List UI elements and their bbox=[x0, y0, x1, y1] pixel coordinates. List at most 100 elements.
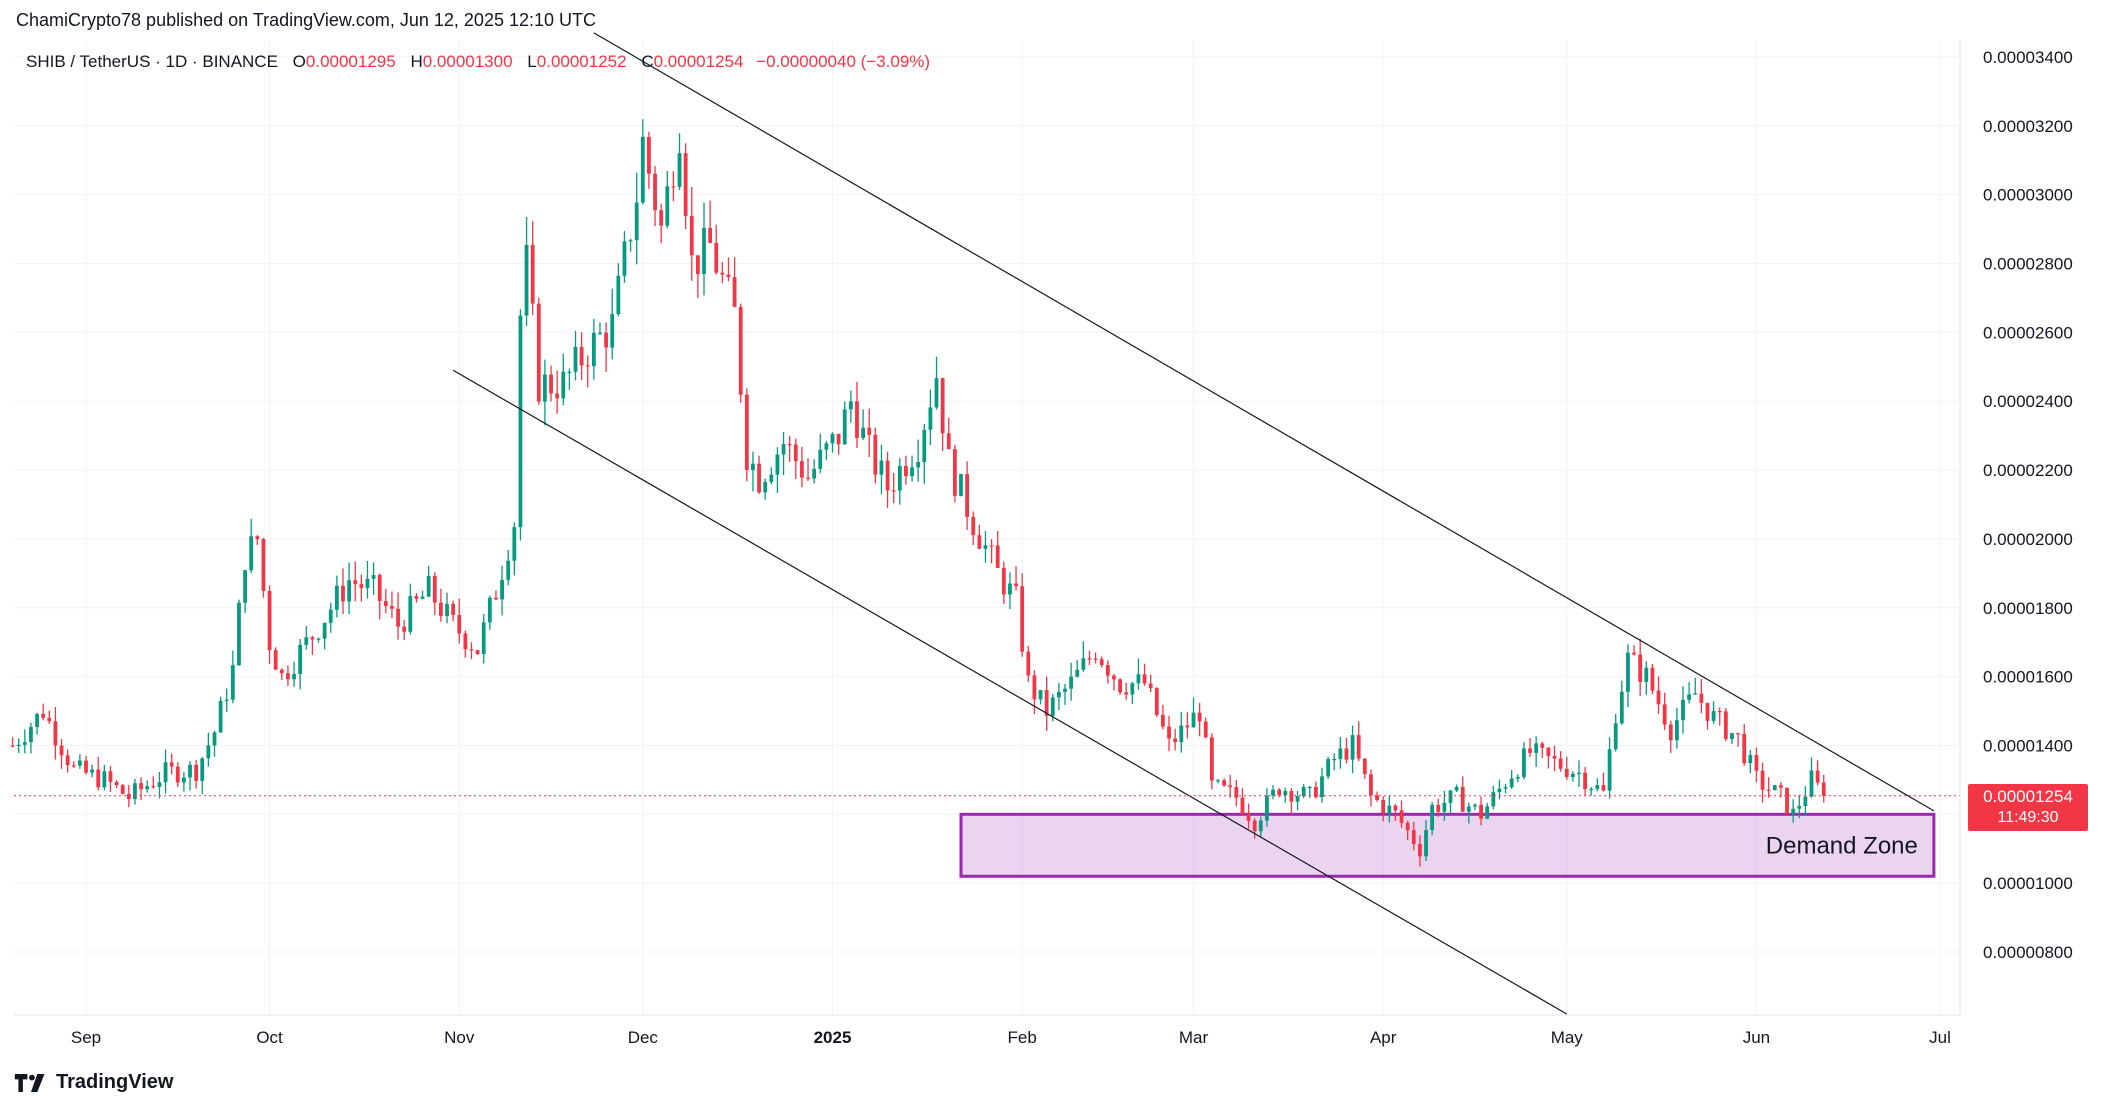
candle-body bbox=[1203, 721, 1208, 738]
candle-body bbox=[1803, 796, 1808, 807]
candle-body bbox=[1632, 652, 1636, 655]
candle-body bbox=[1454, 786, 1459, 791]
candle-body bbox=[77, 760, 82, 766]
candle-body bbox=[665, 186, 670, 226]
candle-body bbox=[1473, 804, 1477, 807]
candle-body bbox=[1418, 844, 1422, 857]
tradingview-brand[interactable]: TradingView bbox=[14, 1071, 173, 1094]
channel-lines bbox=[14, 32, 1960, 1015]
symbol-title[interactable]: SHIB / TetherUS · 1D · BINANCE bbox=[26, 52, 278, 71]
candle-body bbox=[420, 596, 425, 599]
candle-body bbox=[1271, 789, 1275, 796]
candle-body bbox=[1797, 806, 1802, 809]
candle-body bbox=[952, 449, 957, 496]
candle-body bbox=[1589, 788, 1594, 791]
candle-body bbox=[469, 649, 474, 651]
candle-body bbox=[683, 153, 688, 216]
candle-body bbox=[1375, 795, 1379, 800]
y-tick-label: 0.00001000 bbox=[1983, 874, 2073, 893]
candle-body bbox=[71, 765, 76, 767]
candle-body bbox=[1601, 785, 1606, 791]
candle-body bbox=[1460, 786, 1465, 812]
open-label: O bbox=[292, 52, 306, 71]
candle-body bbox=[1515, 777, 1520, 779]
candle-body bbox=[1099, 659, 1104, 666]
candle-body bbox=[1161, 714, 1165, 727]
brand-name: TradingView bbox=[56, 1071, 174, 1093]
candle-body bbox=[175, 766, 180, 783]
candle-body bbox=[1069, 676, 1074, 689]
candle-body bbox=[848, 401, 853, 410]
candle-body bbox=[1674, 720, 1679, 741]
candle-body bbox=[555, 393, 560, 399]
candle-body bbox=[1411, 830, 1416, 845]
candle-body bbox=[1265, 795, 1269, 821]
candle-body bbox=[1528, 748, 1532, 753]
candle-body bbox=[1289, 791, 1294, 802]
candle-body bbox=[891, 490, 896, 492]
y-tick-label: 0.00002200 bbox=[1983, 461, 2073, 480]
candle-body bbox=[812, 468, 817, 479]
candle-body bbox=[946, 433, 951, 450]
candle-body bbox=[457, 615, 462, 634]
candle-body bbox=[983, 545, 988, 549]
candle-body bbox=[1258, 820, 1263, 832]
candle-body bbox=[744, 394, 749, 471]
candle-body bbox=[1424, 830, 1428, 857]
tradingview-logo-icon bbox=[14, 1073, 45, 1092]
candle-body bbox=[1668, 724, 1673, 741]
low-value: 0.00001252 bbox=[536, 52, 627, 71]
candle-body bbox=[53, 721, 58, 746]
candle-body bbox=[1772, 785, 1777, 791]
candle-body bbox=[445, 603, 449, 617]
candle-body bbox=[108, 771, 113, 782]
candle-body bbox=[84, 760, 88, 773]
candle-body bbox=[616, 275, 621, 315]
x-tick-label: Jul bbox=[1929, 1028, 1951, 1047]
candle-body bbox=[1032, 675, 1037, 700]
candle-body bbox=[1056, 691, 1061, 698]
candle-body bbox=[151, 786, 156, 788]
candles bbox=[10, 119, 1826, 867]
candle-body bbox=[524, 244, 529, 316]
candle-body bbox=[1301, 786, 1306, 797]
candle-body bbox=[230, 665, 235, 700]
candle-body bbox=[139, 783, 143, 790]
candle-body bbox=[298, 644, 303, 675]
x-tick-label: Nov bbox=[444, 1028, 475, 1047]
candle-body bbox=[1503, 787, 1508, 789]
candle-body bbox=[1246, 813, 1251, 821]
candle-body bbox=[1093, 658, 1098, 660]
candle-body bbox=[1008, 583, 1012, 595]
candle-body bbox=[1681, 699, 1685, 721]
candle-body bbox=[371, 574, 376, 579]
candle-body bbox=[328, 609, 333, 623]
candle-body bbox=[1381, 799, 1386, 814]
candle-body bbox=[1626, 652, 1630, 692]
candle-body bbox=[1766, 789, 1771, 791]
candle-body bbox=[414, 596, 419, 599]
low-label: L bbox=[527, 52, 537, 71]
candle-body bbox=[940, 378, 945, 434]
chart-grid bbox=[14, 40, 1960, 1015]
candle-body bbox=[1436, 804, 1441, 812]
candle-body bbox=[1644, 667, 1649, 682]
candle-body bbox=[591, 332, 596, 367]
candle-body bbox=[1167, 726, 1171, 739]
candle-body bbox=[243, 570, 247, 603]
candle-body bbox=[781, 444, 786, 455]
candle-body bbox=[793, 444, 798, 462]
candle-body bbox=[1607, 749, 1612, 791]
candle-body bbox=[867, 427, 872, 435]
candle-body bbox=[1595, 785, 1600, 789]
candle-body bbox=[481, 622, 486, 654]
candle-body bbox=[1821, 782, 1826, 796]
candle-body bbox=[475, 650, 480, 654]
candle-body bbox=[1809, 770, 1814, 797]
candle-body bbox=[598, 332, 602, 334]
candle-body bbox=[1295, 796, 1300, 802]
candle-body bbox=[126, 793, 131, 799]
candle-body bbox=[1026, 651, 1031, 676]
candle-body bbox=[279, 669, 284, 674]
